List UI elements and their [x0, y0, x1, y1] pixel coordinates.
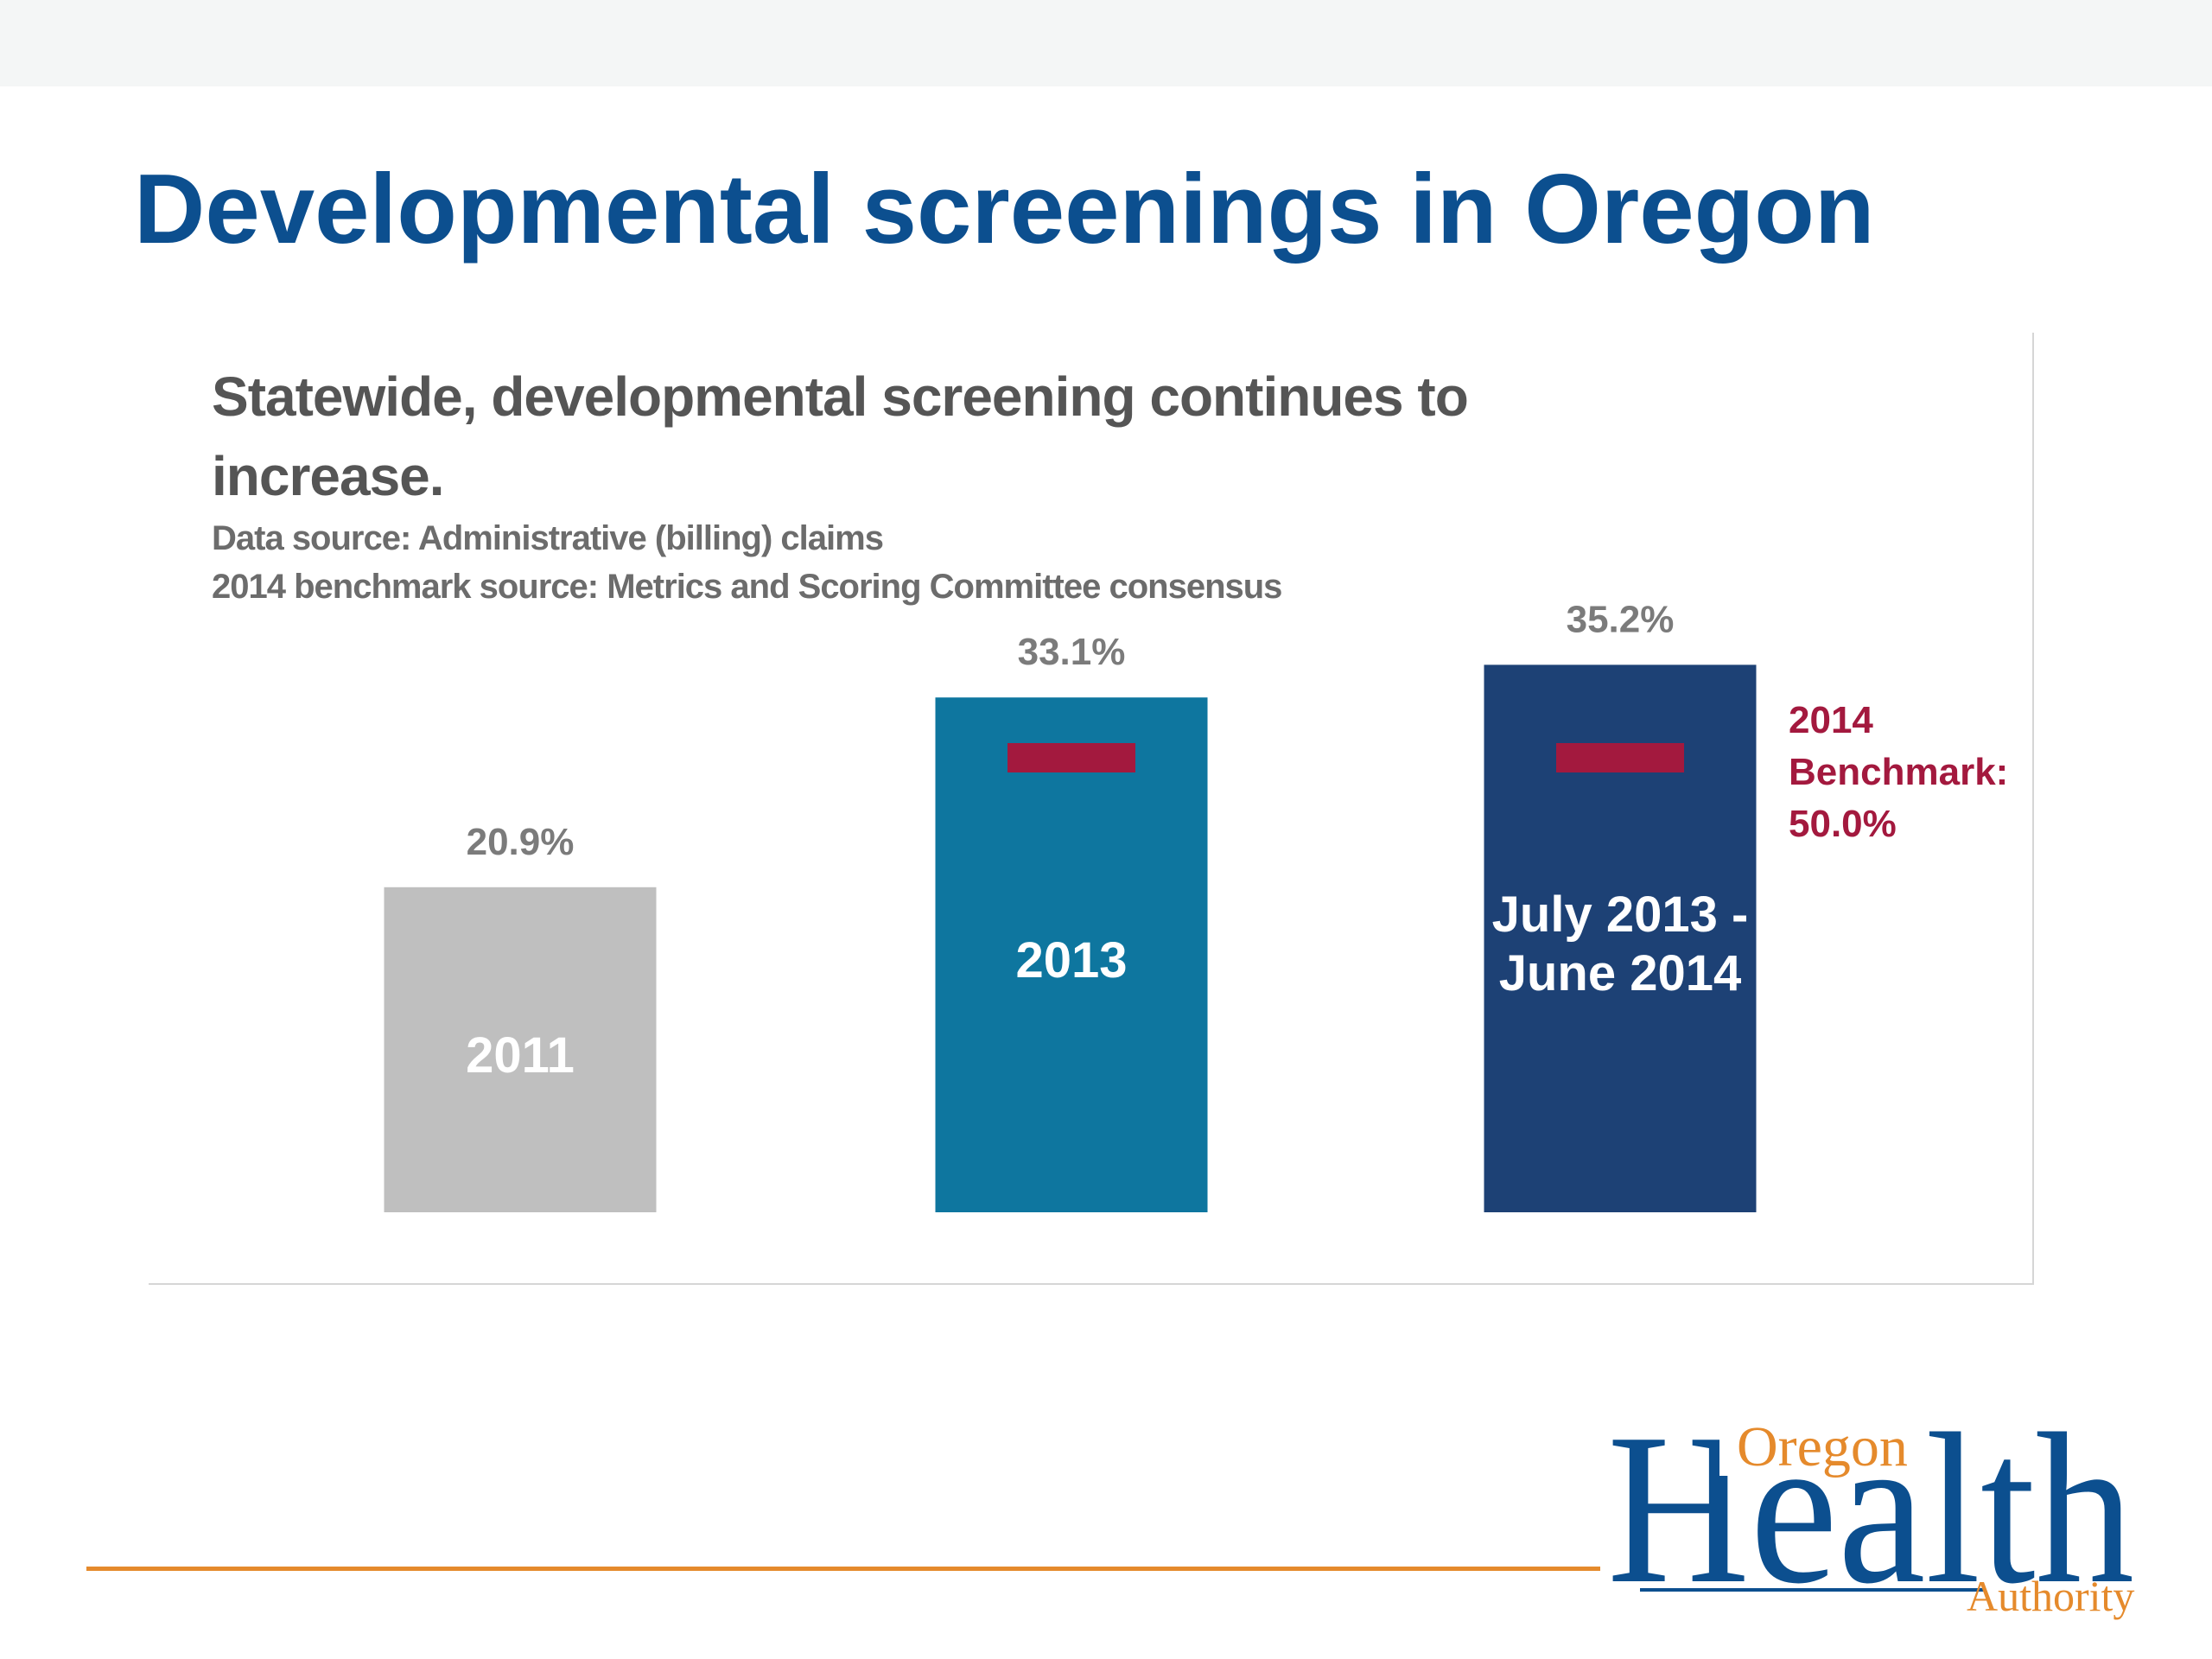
- bar-value-label-0: 20.9%: [467, 821, 575, 863]
- benchmark-marker-1: [1007, 743, 1135, 772]
- bar-category-label-1-0: 2013: [1015, 932, 1127, 988]
- bar-0: [384, 887, 657, 1212]
- bar-1: [935, 697, 1208, 1212]
- logo-oregon-word: Oregon: [1737, 1415, 1908, 1478]
- bar-category-label-2-0: July 2013 -: [1492, 887, 1749, 943]
- bar-category-label-2-1: June 2014: [1499, 945, 1742, 1001]
- chart-title-line-1: Statewide, developmental screening conti…: [212, 365, 1469, 428]
- benchmark-label-line-0: 2014: [1789, 699, 1873, 741]
- top-band: [0, 0, 2212, 86]
- slide-title: Developmental screenings in Oregon: [134, 155, 1875, 264]
- logo-health-word: Health: [1607, 1398, 2134, 1623]
- data-source-note: Data source: Administrative (billing) cl…: [212, 519, 884, 557]
- logo-h-notch: [1719, 1414, 1823, 1476]
- bar-chart: 20.9% 2011 33.1% 2013 35.2% July 2013 -June 2…: [384, 598, 2008, 1212]
- benchmark-source-note: 2014 benchmark source: Metrics and Scori…: [212, 568, 1282, 606]
- footer-rule: [86, 1567, 1600, 1571]
- benchmark-label-line-1: Benchmark:: [1789, 751, 2008, 793]
- chart-panel: Statewide, developmental screening conti…: [149, 333, 2034, 1285]
- bar-value-label-1: 33.1%: [1018, 631, 1126, 673]
- benchmark-label-line-2: 50.0%: [1789, 803, 1897, 845]
- chart-title-line-2: increase.: [212, 445, 445, 507]
- benchmark-marker-2: [1556, 743, 1684, 772]
- logo-authority-word: Authority: [1967, 1572, 2134, 1620]
- oregon-health-authority-logo: Health Oregon Authority: [1607, 1398, 2134, 1623]
- bar-value-label-2: 35.2%: [1567, 598, 1675, 640]
- bar-category-label-0-0: 2011: [466, 1027, 575, 1084]
